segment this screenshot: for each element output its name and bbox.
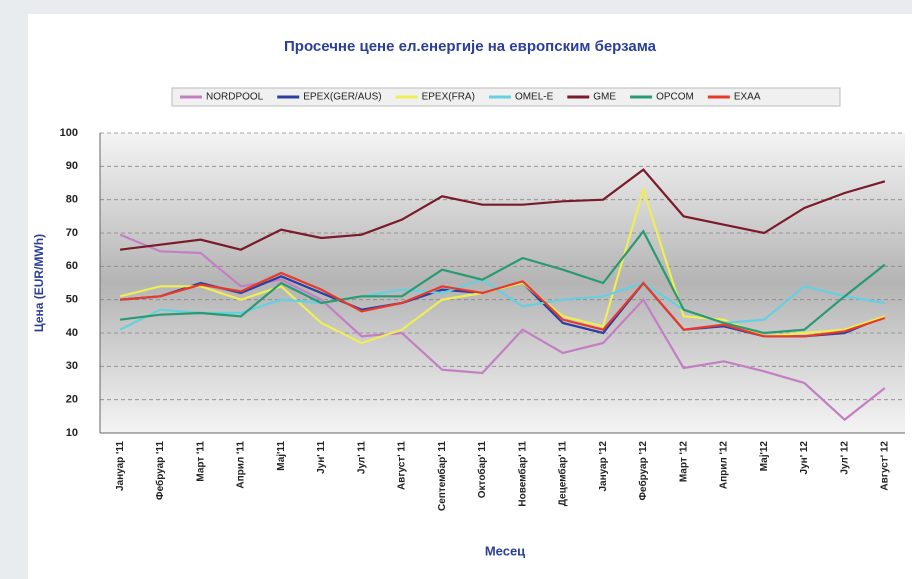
x-tick-label: Март '11: [195, 441, 206, 482]
series-line: [120, 271, 886, 338]
x-tick-label: Април '11: [236, 441, 247, 489]
x-tick-label: Јануар '11: [115, 441, 126, 491]
y-tick-label: 40: [66, 327, 78, 339]
legend-label: NORDPOOL: [206, 92, 264, 103]
x-tick-label: Јун' 12: [799, 441, 810, 475]
y-tick-label: 80: [66, 194, 78, 206]
y-axis-label: Цена (EUR/MWh): [32, 234, 46, 332]
y-tick-label: 20: [66, 394, 78, 406]
x-tick-label: Јул' 12: [839, 441, 850, 475]
plot-area: [100, 133, 905, 433]
y-tick-label: 10: [66, 427, 78, 439]
x-tick-label: Фебруар '12: [637, 441, 649, 501]
x-tick-label: Август' 12: [880, 441, 891, 491]
x-tick-label: Март '12: [678, 441, 689, 483]
y-tick-label: 30: [66, 360, 78, 372]
y-tick-label: 90: [66, 160, 78, 172]
x-tick-label: Октобар' 11: [476, 441, 488, 499]
y-tick-label: 60: [66, 260, 78, 272]
legend-label: EPEX(GER/AUS): [303, 92, 381, 103]
series-line: [119, 168, 886, 251]
chart-title: Просечне цене ел.енергије на европским б…: [284, 38, 657, 55]
legend-label: GME: [593, 92, 616, 103]
x-tick-label: Новембар' 11: [516, 441, 528, 507]
y-tick-label: 50: [66, 294, 78, 306]
series-line: [119, 229, 886, 335]
y-tick-label: 100: [60, 127, 78, 139]
x-tick-label: Децембар' 11: [557, 441, 569, 507]
x-tick-label: Мај'11: [276, 441, 287, 471]
x-tick-label: Јануар '12: [598, 441, 609, 492]
x-tick-label: Јун' 11: [316, 441, 327, 474]
legend-label: EXAA: [734, 92, 761, 103]
legend-label: EPEX(FRA): [422, 92, 475, 103]
x-tick-label: Јул' 11: [356, 441, 367, 475]
y-tick-label: 70: [66, 227, 78, 239]
x-tick-label: Август' 11: [397, 441, 408, 490]
x-tick-label: Мај'12: [759, 441, 770, 472]
legend-label: OMEL-E: [515, 92, 554, 103]
x-axis-label: Месец: [485, 543, 525, 558]
x-tick-label: Април '12: [719, 441, 730, 490]
legend-label: OPCOM: [656, 92, 694, 103]
x-tick-label: Фебруар '11: [154, 441, 166, 500]
series-line: [119, 233, 886, 422]
x-tick-label: Септембар' 11: [436, 441, 448, 511]
